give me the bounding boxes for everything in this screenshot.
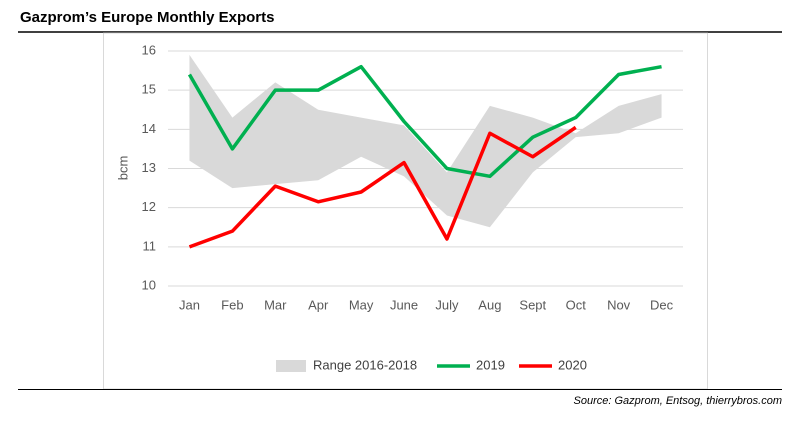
x-tick-label: Oct xyxy=(566,297,587,312)
x-tick-label: July xyxy=(435,297,459,312)
x-tick-label: Feb xyxy=(221,297,243,312)
series-line xyxy=(187,64,662,179)
y-tick-label: 10 xyxy=(142,277,156,292)
y-tick-label: 14 xyxy=(142,121,156,136)
series-line xyxy=(188,125,577,249)
x-tick-label: Mar xyxy=(264,297,287,312)
range-band xyxy=(189,54,662,228)
y-tick-label: 12 xyxy=(142,199,156,214)
y-tick-label: 16 xyxy=(142,42,156,57)
legend-label: 2020 xyxy=(558,357,587,372)
x-tick-label: Sept xyxy=(519,297,546,312)
legend-label: 2019 xyxy=(476,357,505,372)
chart-title: Gazprom’s Europe Monthly Exports xyxy=(20,9,274,26)
x-tick-label: Nov xyxy=(607,297,631,312)
legend-label: Range 2016-2018 xyxy=(313,357,417,372)
x-tick-label: Jan xyxy=(179,297,200,312)
y-axis-label: bcm xyxy=(115,156,130,181)
y-tick-label: 13 xyxy=(142,160,156,175)
source: Source: Gazprom, Entsog, thierrybros.com xyxy=(574,395,782,407)
x-tick-label: May xyxy=(349,297,374,312)
x-tick-label: Apr xyxy=(308,297,329,312)
x-tick-label: June xyxy=(390,297,418,312)
x-tick-label: Dec xyxy=(650,297,674,312)
y-tick-label: 11 xyxy=(143,238,157,253)
legend-swatch xyxy=(276,360,306,372)
y-tick-label: 15 xyxy=(142,82,156,97)
x-tick-label: Aug xyxy=(478,297,501,312)
